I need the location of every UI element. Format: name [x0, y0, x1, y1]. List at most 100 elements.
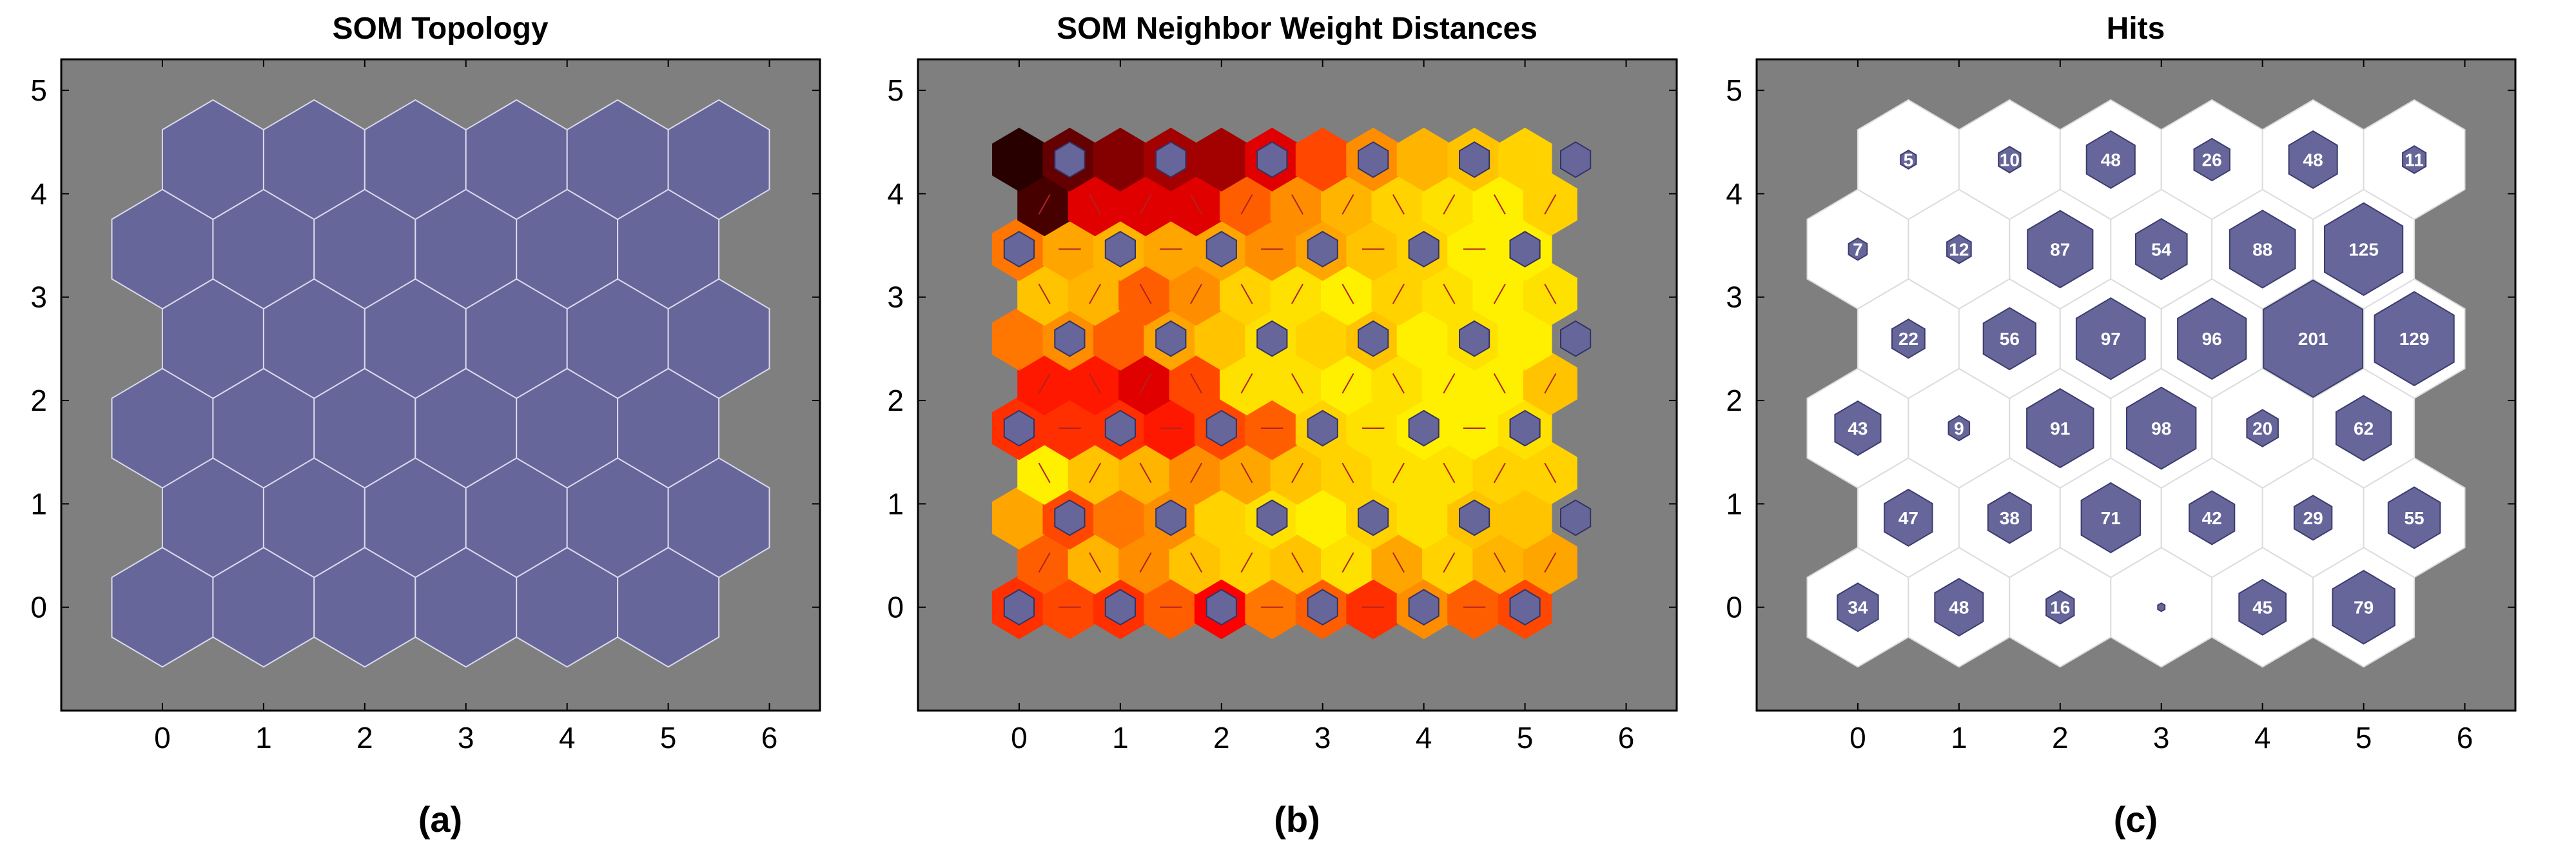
distance-cell [1498, 306, 1552, 371]
hit-count-label: 129 [2399, 329, 2430, 349]
title-hits: Hits [2107, 12, 2165, 46]
hit-marker [1891, 319, 1926, 359]
distance-cell [1396, 486, 1451, 550]
hit-marker [2332, 569, 2395, 645]
neighbor-link [1443, 552, 1456, 573]
neighbor-link [1089, 194, 1102, 215]
hit-marker [1998, 146, 2022, 173]
neighbor-link [1544, 194, 1557, 215]
hit-marker [1982, 307, 2036, 371]
neighbor-link [1089, 552, 1102, 573]
neighbor-link [1342, 552, 1354, 573]
title-neighbor-distances: SOM Neighbor Weight Distances [1057, 12, 1537, 46]
x-tick-label: 3 [1314, 721, 1331, 754]
distance-cell [1093, 486, 1147, 550]
y-tick-label: 3 [887, 281, 904, 314]
distance-cells [992, 128, 1592, 640]
hit-marker [2335, 395, 2392, 462]
neuron-marker [1408, 230, 1439, 268]
neuron-marker [1560, 320, 1592, 357]
neuron-marker [1205, 409, 1237, 447]
distance-cell [1194, 486, 1249, 550]
hit-count-label: 7 [1853, 239, 1863, 259]
hit-marker [2324, 202, 2404, 297]
x-tick-label: 3 [2153, 721, 2170, 754]
neuron-marker [1408, 589, 1439, 626]
x-tick-label: 1 [255, 721, 272, 754]
neuron-marker [1104, 230, 1136, 268]
neighbor-link [1493, 194, 1506, 215]
distance-cell [992, 128, 1046, 192]
neighbor-link [1240, 462, 1253, 484]
neighbor-link [1443, 373, 1456, 394]
neighbor-link [1038, 373, 1051, 394]
neighbor-link [1443, 462, 1456, 484]
neighbor-link [1443, 283, 1456, 304]
y-tick-label: 0 [1726, 591, 1742, 624]
hit-count-label: 29 [2303, 508, 2323, 528]
hit-count-label: 43 [1848, 419, 1868, 438]
neighbor-link [1190, 194, 1203, 215]
x-tick-label: 0 [154, 721, 171, 754]
neuron-marker [1408, 409, 1439, 447]
title-som-topology: SOM Topology [332, 12, 548, 46]
distance-cell [1194, 306, 1249, 371]
x-tick-label: 0 [1011, 721, 1028, 754]
hit-marker [2263, 279, 2363, 399]
x-tick-label: 2 [1213, 721, 1230, 754]
neighbor-link [1493, 283, 1506, 304]
y-tick-label: 2 [887, 384, 904, 417]
hit-count-label: 55 [2404, 508, 2424, 528]
x-tick-label: 0 [1849, 721, 1866, 754]
hit-marker [2189, 490, 2236, 546]
neuron-marker [1256, 499, 1288, 537]
hit-count-label: 79 [2354, 598, 2374, 618]
hit-marker [2027, 210, 2094, 289]
y-tick-label: 1 [887, 487, 904, 520]
hit-count-label: 48 [2303, 150, 2323, 170]
hit-marker [2157, 602, 2166, 613]
hit-count-label: 20 [2252, 419, 2272, 438]
y-tick-label: 4 [30, 177, 47, 210]
distance-cell [1498, 128, 1552, 192]
hit-count-label: 26 [2202, 150, 2222, 170]
distance-cell [1093, 306, 1147, 371]
neighbor-link [1544, 552, 1557, 573]
neighbor-link [1139, 194, 1152, 215]
distance-cell [1295, 486, 1350, 550]
neighbor-link [1392, 283, 1405, 304]
neighbor-link [1240, 283, 1253, 304]
neuron-marker [1003, 230, 1035, 268]
neighbor-link [1240, 373, 1253, 394]
hit-count-label: 71 [2101, 508, 2121, 528]
neighbor-link [1038, 552, 1051, 573]
neighbor-link [1392, 194, 1405, 215]
neuron-marker [1054, 141, 1086, 178]
x-tick-label: 6 [761, 721, 778, 754]
neighbor-link [1038, 462, 1051, 484]
hit-marker [2045, 589, 2075, 625]
hit-marker [2374, 291, 2455, 386]
x-tick-label: 1 [1951, 721, 1967, 754]
hit-marker [2126, 386, 2197, 470]
distance-cell [1498, 486, 1552, 550]
caption-c: (c) [2114, 799, 2158, 840]
neuron-marker [1509, 230, 1541, 268]
neighbor-link [1392, 373, 1405, 394]
neighbor-link [1240, 194, 1253, 215]
neighbor-link [1544, 283, 1557, 304]
neighbor-link [1190, 283, 1203, 304]
neighbor-link [1139, 552, 1152, 573]
x-tick-label: 6 [1618, 721, 1635, 754]
hit-marker [1834, 400, 1882, 457]
hit-count-label: 47 [1898, 508, 1918, 528]
hit-count-label: 56 [2000, 329, 2020, 349]
hit-count-label: 87 [2050, 239, 2070, 259]
hit-marker [1987, 491, 2032, 544]
hit-count-label: 125 [2348, 239, 2379, 259]
y-tick-label: 3 [30, 281, 47, 314]
neighbor-link [1089, 462, 1102, 484]
x-tick-label: 2 [356, 721, 373, 754]
